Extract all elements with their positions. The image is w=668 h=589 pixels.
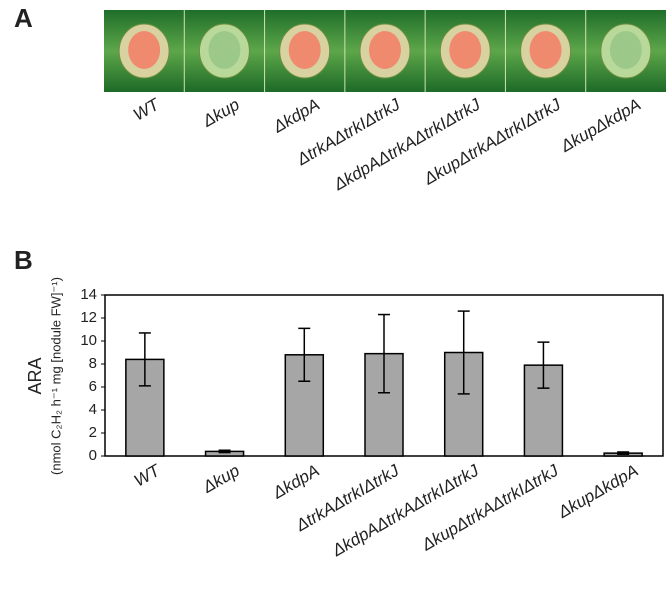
- error-bar: [617, 451, 630, 456]
- photo-label: Δkup: [199, 95, 243, 131]
- x-tick-label: ΔkdpA: [269, 461, 323, 503]
- error-bar: [138, 332, 151, 387]
- nodule-core: [208, 31, 241, 69]
- y-tick-label: 14: [80, 286, 97, 303]
- y-tick-label: 10: [80, 332, 97, 349]
- nodule-core: [449, 31, 482, 69]
- photo-label: ΔkdpAΔtrkAΔtrkIΔtrkJ: [330, 95, 484, 195]
- y-tick-label: 4: [89, 401, 97, 418]
- y-axis-title: ARA: [25, 357, 45, 394]
- y-axis-subtitle: (nmol C₂H₂ h⁻¹ mg [nodule FW]⁻¹): [48, 277, 63, 475]
- y-tick-label: 2: [89, 424, 97, 441]
- x-tick-label: ΔkupΔkdpA: [554, 461, 641, 522]
- error-bar: [218, 449, 231, 454]
- nodule-core: [288, 31, 321, 69]
- x-tick-label: ΔkupΔtrkAΔtrkIΔtrkJ: [418, 461, 562, 555]
- panel-label: B: [14, 245, 33, 275]
- error-bar: [378, 313, 390, 394]
- error-bar: [457, 310, 470, 395]
- nodule-core: [369, 31, 401, 69]
- photo-label: ΔkupΔkdpA: [557, 95, 644, 156]
- photo-label: ΔkupΔtrkAΔtrkIΔtrkJ: [420, 95, 564, 189]
- error-bar: [537, 341, 550, 389]
- x-tick-label: Δkup: [199, 461, 243, 497]
- nodule-core: [529, 31, 562, 69]
- error-bar: [298, 327, 311, 382]
- y-tick-label: 12: [80, 309, 97, 326]
- nodule-core: [128, 31, 161, 69]
- y-tick-label: 0: [89, 447, 97, 464]
- y-tick-label: 8: [89, 355, 97, 372]
- panel-label: A: [14, 3, 33, 33]
- x-tick-label: WT: [131, 460, 165, 490]
- nodule-core: [609, 31, 642, 69]
- y-tick-label: 6: [89, 378, 97, 395]
- photo-label: ΔkdpA: [269, 95, 323, 137]
- photo-label: WT: [130, 94, 164, 124]
- x-tick-label: ΔkdpAΔtrkAΔtrkIΔtrkJ: [328, 461, 482, 561]
